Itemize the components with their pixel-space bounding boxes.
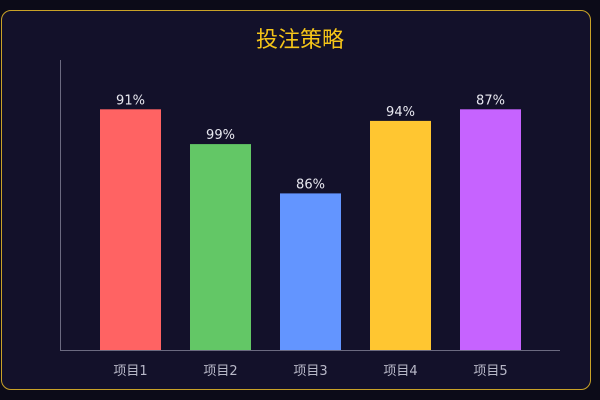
bar: [370, 120, 431, 351]
chart-title: 投注策略: [255, 28, 344, 53]
x-tick-label: 项目5: [473, 364, 507, 379]
bar: [100, 109, 161, 350]
bar: [190, 144, 251, 350]
data-label: 91%: [116, 93, 145, 108]
data-label: 86%: [296, 177, 325, 192]
x-tick-label: 项目4: [383, 364, 417, 379]
x-tick-label: 项目1: [113, 364, 147, 379]
bar: [460, 109, 521, 350]
data-label: 94%: [386, 105, 415, 120]
bar: [280, 193, 341, 350]
x-tick-label: 项目2: [203, 364, 237, 379]
data-label: 99%: [206, 128, 235, 143]
x-tick-label: 项目3: [293, 364, 327, 379]
data-label: 87%: [476, 93, 505, 108]
